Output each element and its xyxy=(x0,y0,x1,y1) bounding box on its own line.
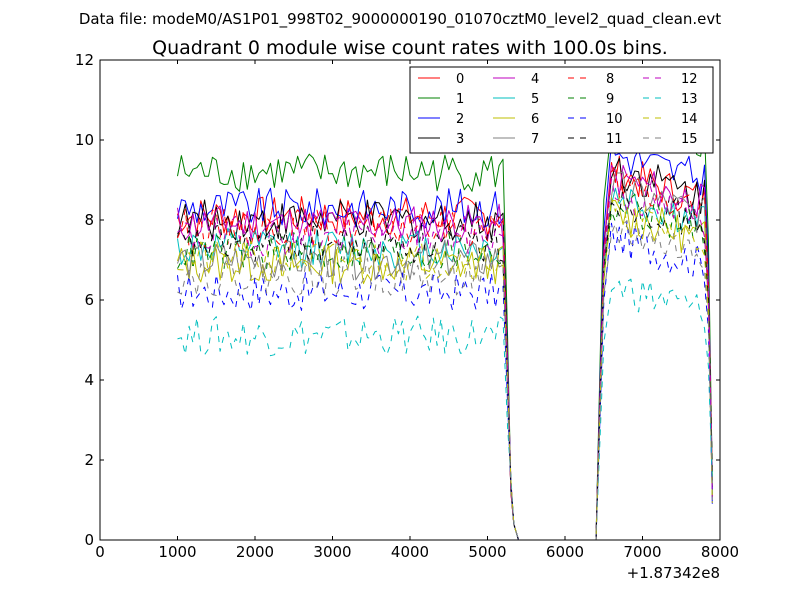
series-line-0 xyxy=(177,155,713,541)
series-line-14 xyxy=(177,196,713,541)
legend-label-3: 3 xyxy=(456,132,464,147)
axis-ticks: 0 1000 2000 3000 4000 5000 6000 7000 80000246810… xyxy=(75,51,739,561)
x-tick-label: 1000 xyxy=(158,543,196,561)
series-line-15 xyxy=(177,220,713,541)
x-tick-label: 2000 xyxy=(236,543,274,561)
y-tick-label: 8 xyxy=(84,211,94,229)
legend-box xyxy=(409,66,714,154)
legend-label-10: 10 xyxy=(606,112,623,127)
x-offset-label: +1.87342e8 xyxy=(627,564,720,582)
x-tick-label: 8000 xyxy=(701,543,739,561)
data-file-caption: Data file: modeM0/AS1P01_998T02_90000001… xyxy=(79,10,721,29)
legend-label-12: 12 xyxy=(681,72,698,87)
y-tick-label: 12 xyxy=(75,51,94,69)
series-line-5 xyxy=(177,187,713,541)
y-tick-label: 2 xyxy=(84,451,94,469)
legend-label-6: 6 xyxy=(531,112,539,127)
x-tick-label: 6000 xyxy=(546,543,584,561)
legend-label-11: 11 xyxy=(606,132,623,147)
y-tick-label: 0 xyxy=(84,531,94,549)
series-line-11 xyxy=(177,185,713,541)
legend-label-1: 1 xyxy=(456,92,464,107)
series-line-9 xyxy=(177,193,713,541)
series-lines xyxy=(177,103,713,541)
series-line-6 xyxy=(177,200,713,541)
legend-label-15: 15 xyxy=(681,132,698,147)
legend-label-0: 0 xyxy=(456,72,464,87)
x-tick-label: 0 xyxy=(95,543,105,561)
y-tick-label: 10 xyxy=(75,131,94,149)
x-tick-label: 4000 xyxy=(391,543,429,561)
legend-label-7: 7 xyxy=(531,132,539,147)
series-line-8 xyxy=(177,164,713,541)
legend-label-2: 2 xyxy=(456,112,464,127)
x-tick-label: 3000 xyxy=(313,543,351,561)
x-tick-label: 7000 xyxy=(623,543,661,561)
series-line-10 xyxy=(177,220,713,541)
legend-label-8: 8 xyxy=(606,72,614,87)
y-tick-label: 4 xyxy=(84,371,94,389)
legend-label-9: 9 xyxy=(606,92,614,107)
series-line-12 xyxy=(177,178,713,541)
x-tick-label: 5000 xyxy=(468,543,506,561)
legend-label-14: 14 xyxy=(681,112,698,127)
legend-label-4: 4 xyxy=(531,72,539,87)
series-line-3 xyxy=(177,157,713,541)
chart-title: Quadrant 0 module wise count rates with … xyxy=(152,37,668,59)
y-tick-label: 6 xyxy=(84,291,94,309)
legend-label-13: 13 xyxy=(681,92,698,107)
legend-label-5: 5 xyxy=(531,92,539,107)
plot-area: 0 1000 2000 3000 4000 5000 6000 7000 80000246810… xyxy=(75,51,739,561)
